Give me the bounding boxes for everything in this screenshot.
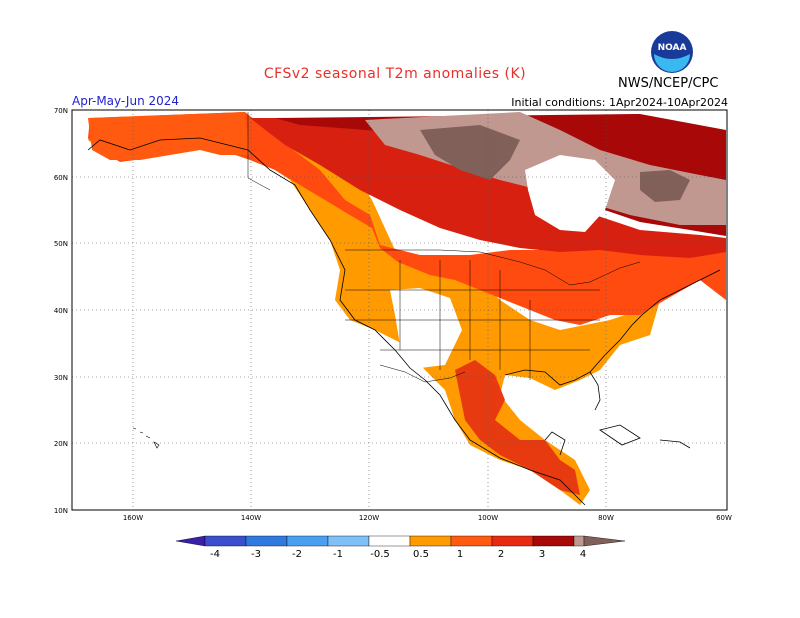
- colorbar-label: -3: [251, 549, 261, 560]
- chart-title: CFSv2 seasonal T2m anomalies (K): [263, 66, 527, 82]
- colorbar-cell: [368, 535, 411, 547]
- colorbar-cell: [327, 535, 370, 547]
- anomaly-region-mexico: [455, 360, 580, 495]
- lon-label: 140W: [241, 514, 261, 522]
- lon-label: 120W: [359, 514, 379, 522]
- colorbar-cell: [409, 535, 452, 547]
- colorbar-label: -2: [292, 549, 302, 560]
- latitude-labels: 70N 60N 50N 40N 30N 20N 10N: [54, 107, 68, 515]
- lat-label: 30N: [54, 374, 68, 382]
- anomaly-region-1-2: [88, 112, 726, 325]
- anomaly-field: [88, 112, 726, 505]
- map-frame: [71, 109, 728, 511]
- colorbar-cell: [286, 535, 329, 547]
- anomaly-region-2-3: [250, 118, 726, 258]
- colorbar-cell: [450, 535, 493, 547]
- noaa-logo: NOAA: [650, 30, 694, 74]
- colorbar-cell: [573, 535, 585, 547]
- lon-label: 160W: [123, 514, 143, 522]
- lat-label: 70N: [54, 107, 68, 115]
- graticule: [72, 110, 727, 510]
- lon-label: 60W: [716, 514, 732, 522]
- initial-conditions: Initial conditions: 1Apr2024-10Apr2024: [511, 96, 728, 109]
- colorbar-cell: [532, 535, 575, 547]
- colorbar-cell: [245, 535, 288, 547]
- lat-label: 10N: [54, 507, 68, 515]
- colorbar-label: -0.5: [370, 549, 390, 560]
- borders: [247, 112, 641, 383]
- colorbar-label: 2: [498, 549, 504, 560]
- noaa-logo-text: NOAA: [658, 43, 687, 53]
- anomaly-region-gt5: [420, 125, 690, 202]
- colorbar: -4 -3 -2 -1 -0.5 0.5 1 2 3 4: [175, 535, 626, 560]
- southwest-neutral: [390, 288, 462, 368]
- anomaly-region-05-1: [88, 120, 660, 505]
- lon-label: 80W: [598, 514, 614, 522]
- forecast-period: Apr-May-Jun 2024: [72, 94, 180, 108]
- longitude-labels: 160W 140W 120W 100W 80W 60W: [123, 514, 732, 522]
- colorbar-cell: [583, 535, 626, 547]
- lat-label: 60N: [54, 174, 68, 182]
- colorbar-label: -1: [333, 549, 343, 560]
- hawaii: [132, 427, 160, 449]
- colorbar-cell: [491, 535, 534, 547]
- colorbar-label: 1: [457, 549, 463, 560]
- colorbar-label: 0.5: [413, 549, 429, 560]
- colorbar-cell: [175, 535, 206, 547]
- colorbar-label: -4: [210, 549, 220, 560]
- colorbar-cell: [204, 535, 247, 547]
- hudson-bay: [525, 155, 615, 232]
- lon-label: 100W: [478, 514, 498, 522]
- lat-label: 20N: [54, 440, 68, 448]
- colorbar-label: 3: [539, 549, 545, 560]
- anomaly-region-alaska: [88, 112, 250, 160]
- lat-label: 40N: [54, 307, 68, 315]
- lat-label: 50N: [54, 240, 68, 248]
- organization-label: NWS/NCEP/CPC: [618, 76, 719, 91]
- colorbar-label: 4: [580, 549, 586, 560]
